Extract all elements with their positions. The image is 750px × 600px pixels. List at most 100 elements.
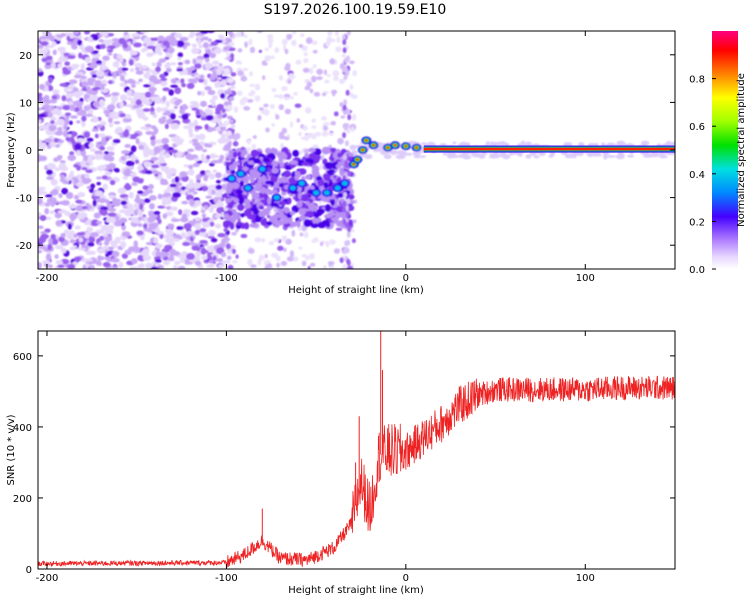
speckle: [138, 144, 144, 150]
speckle: [123, 117, 132, 123]
speckle: [346, 258, 351, 265]
speckle: [320, 241, 324, 247]
tone-blob-core: [341, 180, 348, 186]
speckle: [340, 115, 346, 119]
speckle: [339, 78, 346, 85]
speckle: [165, 118, 174, 125]
speckle: [58, 236, 65, 243]
speckle: [206, 245, 212, 252]
speckle: [185, 183, 194, 189]
speckle: [332, 70, 340, 77]
speckle: [98, 39, 104, 43]
speckle: [124, 144, 132, 148]
speckle: [315, 76, 323, 81]
speckle: [130, 216, 139, 224]
speckle: [44, 194, 53, 198]
speckle: [232, 151, 238, 158]
speckle: [134, 159, 140, 164]
speckle: [330, 157, 335, 162]
speckle: [278, 74, 284, 81]
speckle: [286, 256, 294, 262]
speckle: [184, 258, 190, 265]
speckle: [180, 231, 187, 238]
y-tick-label: -20: [16, 241, 32, 252]
speckle: [169, 62, 177, 66]
speckle: [321, 116, 327, 121]
speckle: [63, 57, 68, 62]
speckle: [627, 154, 635, 158]
speckle: [108, 80, 113, 85]
speckle: [170, 113, 176, 120]
speckle: [232, 260, 238, 264]
speckle: [162, 95, 167, 102]
snr-x-label: Height of straight line (km): [288, 585, 424, 596]
speckle: [232, 161, 240, 166]
speckle: [130, 135, 137, 140]
speckle: [439, 143, 447, 147]
speckle: [194, 260, 202, 266]
speckle: [110, 71, 119, 75]
speckle: [143, 161, 152, 168]
speckle: [140, 65, 149, 70]
speckle: [266, 34, 274, 40]
y-tick-label: 0: [26, 565, 32, 576]
speckle: [42, 103, 51, 110]
speckle: [47, 111, 52, 117]
speckle: [262, 75, 266, 81]
speckle: [346, 239, 351, 246]
speckle: [233, 197, 239, 204]
spectrogram-marks: [38, 31, 675, 269]
speckle: [63, 124, 68, 130]
speckle: [104, 235, 113, 242]
speckle: [128, 191, 134, 199]
speckle: [121, 231, 131, 237]
speckle: [319, 163, 323, 171]
speckle: [147, 184, 154, 190]
speckle: [70, 63, 79, 70]
speckle: [224, 105, 230, 110]
speckle: [104, 240, 110, 246]
speckle: [153, 146, 161, 154]
speckle: [170, 84, 179, 88]
speckle: [46, 169, 53, 176]
speckle: [329, 58, 336, 65]
speckle: [100, 164, 107, 170]
speckle: [110, 95, 119, 103]
speckle: [197, 90, 202, 96]
speckle: [134, 62, 143, 68]
speckle: [94, 190, 104, 197]
speckle: [123, 31, 128, 36]
speckle: [304, 152, 310, 158]
speckle: [284, 108, 292, 115]
speckle: [77, 39, 83, 46]
speckle: [171, 218, 181, 222]
speckle: [146, 52, 154, 58]
speckle: [40, 231, 47, 235]
speckle: [228, 42, 235, 47]
colorbar-tick-label: 0.0: [689, 265, 705, 276]
speckle: [270, 147, 276, 154]
speckle: [188, 133, 195, 138]
speckle: [321, 131, 329, 137]
speckle: [75, 181, 84, 187]
speckle: [335, 46, 342, 53]
speckle: [98, 34, 103, 38]
speckle: [225, 161, 231, 166]
speckle: [86, 81, 94, 86]
speckle: [279, 161, 285, 168]
speckle: [215, 196, 223, 200]
speckle: [233, 134, 238, 141]
speckle: [56, 109, 62, 117]
speckle: [298, 44, 304, 48]
speckle: [63, 86, 69, 93]
speckle: [313, 237, 319, 243]
tone-blob-peak: [386, 146, 390, 149]
speckle: [125, 160, 135, 167]
speckle: [70, 115, 78, 119]
speckle: [339, 101, 344, 108]
tone-blob-core: [334, 185, 341, 191]
speckle: [168, 167, 177, 175]
speckle: [214, 126, 222, 132]
speckle: [351, 150, 357, 154]
speckle: [292, 31, 297, 35]
